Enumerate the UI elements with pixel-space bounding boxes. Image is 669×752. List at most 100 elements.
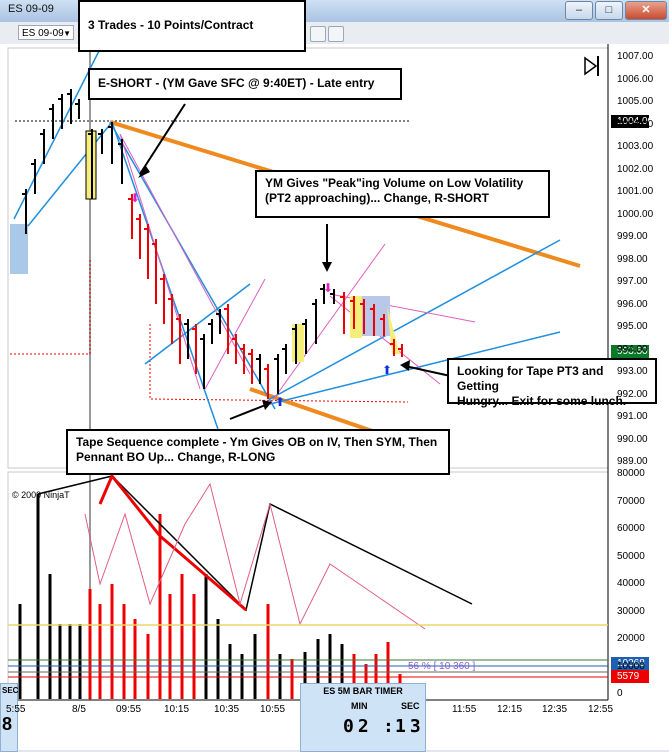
arrow-eshort-head	[138, 166, 150, 178]
highlight-5	[387, 306, 400, 354]
note-peak-line1: YM Gives "Peak"ing Volume on Low Volatil…	[265, 176, 524, 190]
price-tick-label: 1006.00	[617, 73, 654, 85]
play-icon	[584, 56, 598, 76]
time-tick-label: 10:55	[260, 704, 286, 715]
last-price-tag-bg	[611, 115, 649, 128]
volume-pct-label: 56 % [ 10 360 ]	[408, 661, 476, 672]
volume-tick-label: 30000	[617, 605, 645, 617]
price-tick-label: 997.00	[617, 276, 648, 287]
time-tick-label: 5:55	[6, 704, 26, 715]
price-tick-label: 1000.00	[617, 208, 654, 220]
volume-tick-label: 0	[617, 688, 623, 699]
volume-tick-label: 60000	[617, 523, 645, 534]
signal-arrow-up-1: ⬆	[275, 395, 285, 409]
price-tick-label: 1005.00	[617, 96, 654, 107]
vol-tag-red-bg	[611, 670, 649, 683]
volume-tag-red: 5579	[617, 671, 640, 682]
volume-tick-label: 70000	[617, 495, 645, 507]
last-price-tag: 1004.00	[617, 116, 654, 127]
bar-timer-panel: ES 5M BAR TIMER MIN SEC 02 : 13	[300, 683, 426, 752]
toolbar-button-a[interactable]	[310, 26, 326, 42]
volume-tick-label: 20000	[617, 633, 645, 644]
time-tick-label: 12:35	[542, 704, 568, 715]
minimize-button[interactable]: –	[565, 1, 593, 20]
note-sequence-line2: Pennant BO Up... Change, R-LONG	[76, 450, 276, 464]
highlight-3	[350, 296, 362, 338]
note-peak-line2: (PT2 approaching)... Change, R-SHORT	[265, 191, 490, 205]
volume-tick-label: 40000	[617, 578, 645, 589]
fib-line-7	[144, 283, 251, 365]
time-tick-label: 8/5	[72, 704, 86, 715]
price-tick-label: 999.00	[617, 231, 648, 242]
price-tick-label: 1003.00	[617, 141, 654, 152]
time-tick-label: 10:35	[214, 704, 240, 715]
value-area-box	[10, 224, 28, 274]
prior-range-line	[10, 259, 91, 355]
price-tick-label: 989.00	[617, 456, 648, 467]
copyright-text: © 2009 NinjaT	[12, 490, 70, 500]
price-tick-label: 1002.00	[617, 163, 654, 175]
price-tick-label: 994.00	[617, 343, 648, 355]
note-sequence: Tape Sequence complete - Ym Gives OB on …	[66, 429, 450, 475]
close-button[interactable]: ✕	[625, 1, 667, 20]
highlight-4	[362, 296, 390, 336]
left-timer-label: SEC	[2, 686, 19, 695]
time-tick-label: 12:55	[588, 704, 614, 715]
pennant-line-5	[269, 243, 386, 405]
price-tick-label: 1004.00	[617, 118, 654, 130]
fib-line-4	[111, 121, 231, 465]
volume-zigzag-red	[98, 473, 247, 612]
volume-tick-label: 80000	[617, 468, 645, 479]
current-price-tag-bg	[611, 345, 649, 358]
chart-canvas: ⬇ ⬇ ⬆ ⬆	[7, 44, 649, 701]
bar-timer-minutes: 02	[343, 716, 373, 737]
price-tick-label: 1001.00	[617, 186, 654, 197]
volume-bars	[18, 494, 402, 699]
price-tick-label: 993.00	[617, 366, 648, 377]
bar-timer-seconds: 13	[395, 716, 425, 737]
price-tick-label: 990.00	[617, 433, 648, 445]
instrument-selector[interactable]: ES 09-09 ▼	[18, 25, 74, 40]
maximize-button[interactable]: □	[595, 1, 623, 20]
price-tick-label: 996.00	[617, 298, 648, 310]
bar-timer-sec-label: SEC	[401, 701, 420, 711]
note-eshort-text: E-SHORT - (YM Gave SFC @ 9:40ET) - Late …	[98, 76, 375, 90]
price-tick-label: 1007.00	[617, 51, 654, 62]
price-tick-label: 992.00	[617, 388, 648, 400]
price-tick-label: 995.00	[617, 321, 648, 332]
fib-line-5	[269, 239, 561, 400]
note-sequence-line1: Tape Sequence complete - Ym Gives OB on …	[76, 435, 438, 449]
arrow-seq	[229, 403, 269, 420]
fib-line-2	[27, 121, 113, 227]
arrow-eshort	[139, 103, 186, 175]
note-peak: YM Gives "Peak"ing Volume on Low Volatil…	[255, 170, 550, 218]
instrument-label: ES 09-09	[22, 28, 64, 39]
time-tick-label: 09:55	[116, 704, 142, 715]
vol-tag-blue-bg	[611, 657, 649, 670]
signal-arrow-down-1: ⬇	[130, 191, 140, 205]
fib-line-1	[13, 48, 101, 220]
note-trades-text: 3 Trades - 10 Points/Contract	[88, 18, 254, 32]
price-tick-label: 998.00	[617, 253, 648, 265]
volume-tick-label: 50000	[617, 550, 645, 562]
volume-tick-label: 10000	[617, 660, 645, 672]
chevron-down-icon: ▼	[63, 29, 71, 38]
fib-line-3	[109, 121, 276, 410]
volume-tag-blue: 10368	[617, 658, 645, 669]
left-timer-panel: SEC 8	[0, 683, 18, 752]
bar-timer-min-label: MIN	[351, 701, 368, 711]
left-timer-value: 8	[2, 714, 13, 734]
volume-zigzag-pink	[84, 482, 426, 630]
time-tick-label: 11:55	[452, 704, 477, 715]
toolbar-button-b[interactable]	[328, 26, 344, 42]
arrow-tape	[404, 365, 456, 378]
bar-timer-title: ES 5M BAR TIMER	[323, 686, 403, 696]
arrow-seq-head	[262, 400, 272, 410]
time-tick-label: 10:15	[164, 704, 190, 715]
window-title: ES 09-09	[8, 3, 54, 15]
note-trades: 3 Trades - 10 Points/Contract	[78, 0, 306, 52]
pennant-line-1	[119, 133, 201, 390]
arrow-peak-head	[322, 262, 332, 272]
price-bars	[22, 89, 403, 399]
